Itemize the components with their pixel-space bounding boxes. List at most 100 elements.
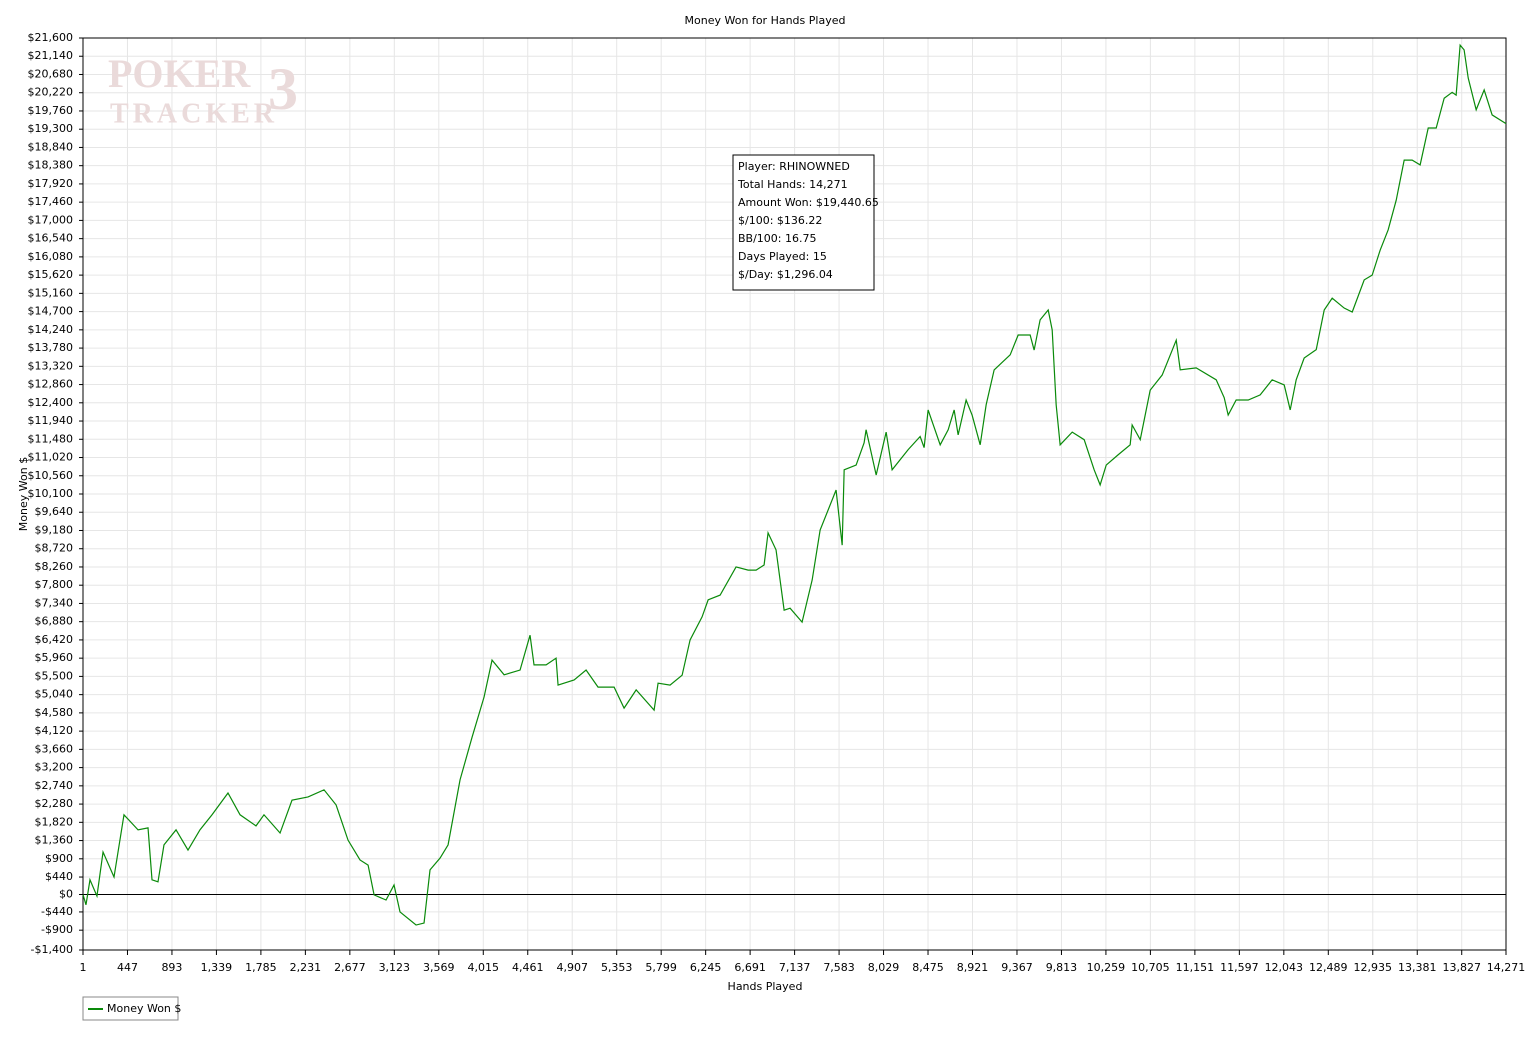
x-tick-label: 3,123	[379, 961, 411, 974]
x-tick-label: 6,245	[690, 961, 722, 974]
y-tick-label: $10,100	[28, 487, 74, 500]
y-tick-label: $4,580	[35, 706, 74, 719]
x-tick-label: 5,353	[601, 961, 633, 974]
info-lines: Player: RHINOWNED Total Hands: 14,271 Amou…	[737, 160, 879, 281]
y-tick-label: $7,800	[35, 578, 74, 591]
y-tick-label: $17,460	[28, 195, 74, 208]
x-tick-label: 1,785	[245, 961, 277, 974]
y-tick-label: -$1,400	[31, 943, 73, 956]
x-tick-label: 8,921	[957, 961, 989, 974]
x-tick-label: 14,271	[1487, 961, 1526, 974]
x-tick-label: 4,907	[556, 961, 588, 974]
y-tick-label: $1,820	[35, 815, 74, 828]
y-tick-label: $8,720	[35, 542, 74, 555]
y-tick-label: $19,300	[28, 122, 74, 135]
x-tick-label: 7,137	[779, 961, 811, 974]
y-tick-label: $5,040	[35, 688, 74, 701]
y-tick-label: $20,220	[28, 86, 74, 99]
x-tick-label: 2,231	[290, 961, 322, 974]
x-tick-label: 3,569	[423, 961, 455, 974]
info-line: Player: RHINOWNED	[738, 160, 850, 173]
x-tick-label: 7,583	[823, 961, 855, 974]
info-box	[732, 154, 875, 291]
x-tick-label: 447	[117, 961, 138, 974]
y-tick-label: $16,080	[28, 250, 74, 263]
x-tick-label: 4,461	[512, 961, 544, 974]
x-tick-label: 5,799	[645, 961, 677, 974]
x-tick-label: 12,043	[1265, 961, 1304, 974]
x-tick-label: 11,151	[1176, 961, 1215, 974]
y-tick-label: $6,880	[35, 615, 74, 628]
y-tick-label: $13,780	[28, 341, 74, 354]
y-tick-label: $12,400	[28, 396, 74, 409]
x-tick-label: 13,827	[1442, 961, 1481, 974]
y-tick-label: $14,700	[28, 305, 74, 318]
y-tick-label: $7,340	[35, 596, 74, 609]
y-tick-label: $2,280	[35, 797, 74, 810]
x-tick-label: 1,339	[201, 961, 233, 974]
x-tick-label: 11,597	[1220, 961, 1259, 974]
watermark: POKER	[108, 51, 251, 96]
y-tick-label: $17,000	[28, 213, 74, 226]
x-tick-label: 6,691	[734, 961, 766, 974]
y-tick-label: $6,420	[35, 633, 74, 646]
y-tick-label: $14,240	[28, 323, 74, 336]
x-tick-label: 1	[80, 961, 87, 974]
x-tick-label: 13,381	[1398, 961, 1437, 974]
legend-items: Money Won $	[88, 1002, 181, 1015]
y-tick-label: $8,260	[35, 560, 74, 573]
info-line: $/Day: $1,296.04	[738, 268, 833, 281]
x-tick-label: 2,677	[334, 961, 366, 974]
x-tick-label: 8,029	[868, 961, 900, 974]
y-tick-label: $21,600	[28, 31, 74, 44]
y-tick-label: $15,620	[28, 268, 74, 281]
y-tick-label: $9,640	[35, 505, 74, 518]
x-tick-label: 9,367	[1001, 961, 1033, 974]
info-line: Total Hands: 14,271	[737, 178, 848, 191]
y-tick-label: $17,920	[28, 177, 74, 190]
y-tick-label: $4,120	[35, 724, 74, 737]
y-tick-label: $440	[45, 870, 73, 883]
y-tick-label: $900	[45, 852, 73, 865]
x-tick-label: 8,475	[912, 961, 944, 974]
y-tick-label: $15,160	[28, 286, 74, 299]
y-tick-label: $5,500	[35, 669, 74, 682]
legend	[82, 996, 179, 1021]
y-tick-label: $13,320	[28, 359, 74, 372]
info-line: $/100: $136.22	[738, 214, 822, 227]
y-tick-label: $0	[59, 887, 73, 900]
y-tick-label: $12,860	[28, 378, 74, 391]
watermark: 3	[268, 56, 298, 122]
y-tick-label: -$900	[41, 923, 73, 936]
y-tick-label: $18,380	[28, 159, 74, 172]
y-tick-label: $9,180	[35, 523, 74, 536]
x-axis-label: Hands Played	[728, 980, 803, 993]
grid	[82, 37, 1507, 951]
y-tick-label: $20,680	[28, 67, 74, 80]
x-tick-label: 10,705	[1131, 961, 1170, 974]
y-tick-label: $3,200	[35, 761, 74, 774]
x-tick-label: 893	[161, 961, 182, 974]
y-tick-label: $11,020	[28, 451, 74, 464]
y-tick-label: $10,560	[28, 469, 74, 482]
y-tick-label: $3,660	[35, 742, 74, 755]
series-line	[82, 43, 1507, 926]
watermark: TRACKER	[110, 98, 278, 129]
y-tick-label: $21,140	[28, 49, 74, 62]
x-tick-label: 4,015	[468, 961, 500, 974]
y-tick-label: $1,360	[35, 834, 74, 847]
y-tick-label: $11,480	[28, 432, 74, 445]
y-tick-label: $18,840	[28, 140, 74, 153]
y-tick-label: $11,940	[28, 414, 74, 427]
y-tick-label: -$440	[41, 905, 73, 918]
y-tick-label: $19,760	[28, 104, 74, 117]
y-tick-label: $2,740	[35, 779, 74, 792]
y-tick-label: $16,540	[28, 232, 74, 245]
x-tick-label: 9,813	[1046, 961, 1078, 974]
x-tick-label: 10,259	[1087, 961, 1126, 974]
y-axis-label: Money Won $	[17, 457, 30, 531]
info-line: BB/100: 16.75	[738, 232, 817, 245]
info-line: Amount Won: $19,440.65	[738, 196, 879, 209]
x-tick-label: 12,489	[1309, 961, 1348, 974]
